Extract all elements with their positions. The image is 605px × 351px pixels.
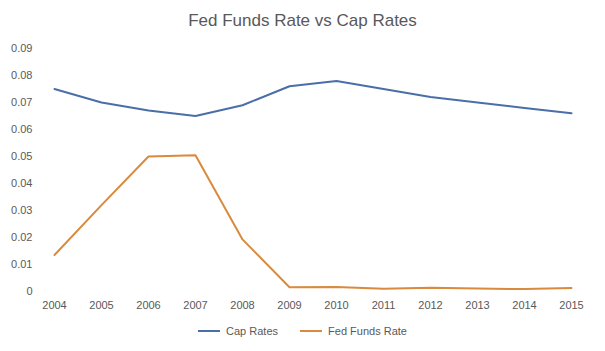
svg-text:0.08: 0.08 bbox=[11, 69, 32, 81]
html-text:Fed Funds Rate vs Cap Rates: Fed Funds Rate vs Cap Rates bbox=[188, 11, 417, 30]
html-text:Fed Funds Rate: Fed Funds Rate bbox=[328, 325, 407, 337]
html-text:Cap Rates: Cap Rates bbox=[226, 325, 278, 337]
svg-text:0.01: 0.01 bbox=[11, 258, 32, 270]
svg-text:2014: 2014 bbox=[512, 299, 536, 311]
svg-text:2008: 2008 bbox=[230, 299, 254, 311]
svg-text:2015: 2015 bbox=[559, 299, 583, 311]
svg-text:0.09: 0.09 bbox=[11, 42, 32, 54]
svg-text:0.07: 0.07 bbox=[11, 96, 32, 108]
svg-text:2004: 2004 bbox=[42, 299, 66, 311]
svg-text:2007: 2007 bbox=[183, 299, 207, 311]
svg-text:2010: 2010 bbox=[324, 299, 348, 311]
svg-text:0.05: 0.05 bbox=[11, 150, 32, 162]
svg-text:0.04: 0.04 bbox=[11, 177, 32, 189]
svg-text:0.06: 0.06 bbox=[11, 123, 32, 135]
svg-text:2009: 2009 bbox=[277, 299, 301, 311]
svg-text:0.03: 0.03 bbox=[11, 204, 32, 216]
svg-text:2013: 2013 bbox=[465, 299, 489, 311]
svg-text:2011: 2011 bbox=[372, 299, 396, 311]
svg-text:2012: 2012 bbox=[418, 299, 442, 311]
svg-text:2006: 2006 bbox=[136, 299, 160, 311]
svg-text:0: 0 bbox=[26, 285, 32, 297]
svg-text:0.02: 0.02 bbox=[11, 231, 32, 243]
svg-text:2005: 2005 bbox=[89, 299, 113, 311]
